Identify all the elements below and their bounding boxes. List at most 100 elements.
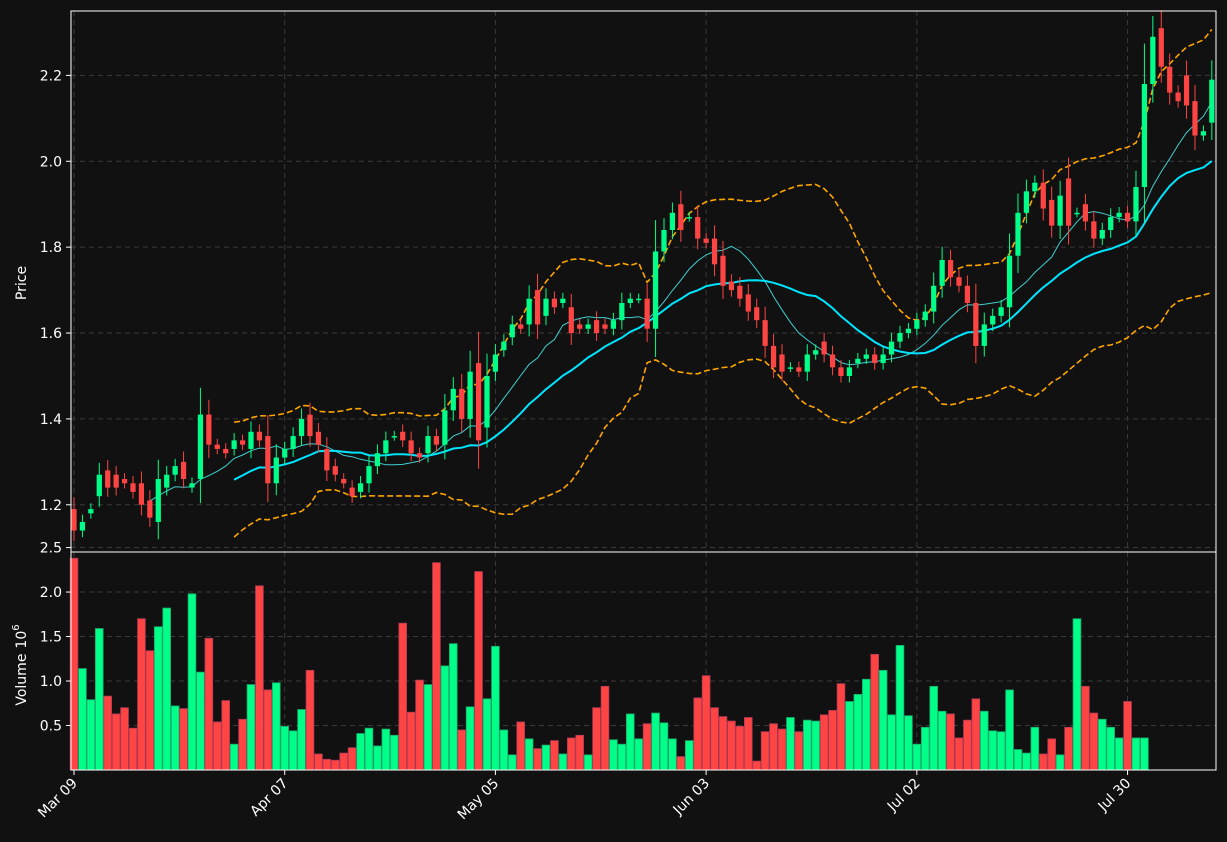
volume-bar: [988, 730, 997, 771]
candle: [577, 318, 583, 334]
candle-body: [813, 350, 819, 355]
volume-bar: [1140, 737, 1149, 771]
candle: [627, 292, 633, 309]
volume-bar: [162, 607, 171, 771]
candle-body: [450, 388, 456, 411]
candle-body: [619, 302, 625, 321]
volume-bar: [920, 726, 930, 771]
volume-bar: [86, 699, 96, 771]
candle-body: [669, 212, 676, 230]
candle-body: [172, 466, 178, 475]
candle: [1200, 125, 1207, 141]
volume-bar: [145, 650, 155, 771]
volume-bar: [946, 713, 955, 771]
candle-body: [96, 474, 102, 497]
volume-bar: [288, 730, 298, 771]
candle: [686, 211, 692, 222]
candle-body: [1049, 199, 1055, 226]
volume-bar: [811, 720, 820, 771]
candle: [1124, 205, 1131, 228]
candle: [138, 471, 145, 516]
candle-body: [829, 354, 836, 368]
candle-body: [1141, 83, 1148, 188]
volume-bar: [432, 562, 441, 771]
candle-body: [105, 470, 111, 488]
volume-bar: [735, 726, 745, 771]
candle-body: [400, 431, 406, 441]
volume-bar: [524, 738, 534, 771]
candle-body: [248, 431, 254, 449]
volume-bar: [1097, 718, 1107, 771]
candle-body: [703, 238, 709, 243]
candle-body: [728, 281, 735, 291]
candle: [88, 503, 94, 519]
candle: [315, 422, 322, 453]
candle-body: [307, 414, 313, 437]
candle: [973, 283, 979, 364]
candle-body: [568, 307, 574, 334]
volume-bar: [937, 710, 947, 771]
candle-body: [855, 358, 861, 364]
candle-body: [442, 410, 448, 445]
candle-body: [551, 298, 558, 308]
candle-body: [931, 285, 937, 312]
candle: [1141, 43, 1148, 224]
candle: [990, 308, 996, 332]
candle-body: [720, 255, 726, 286]
candle: [425, 425, 431, 463]
volume-bar: [558, 753, 568, 771]
volume-bar: [347, 747, 357, 771]
candle: [636, 293, 642, 304]
candle-body: [593, 320, 600, 334]
candle-body: [652, 251, 659, 329]
candle-body: [147, 500, 153, 518]
candle: [147, 490, 153, 527]
candle: [416, 447, 423, 463]
volume-bar: [499, 729, 509, 771]
candle-body: [518, 324, 524, 329]
candle: [678, 190, 684, 242]
candle: [939, 246, 945, 298]
candle: [602, 318, 608, 334]
candle: [1040, 169, 1046, 221]
candle: [1183, 60, 1190, 119]
volume-bar: [482, 698, 492, 771]
volume-bar: [592, 707, 601, 771]
candle-body: [383, 440, 389, 454]
candle: [282, 441, 288, 465]
volume-bar: [769, 723, 778, 771]
candle-body: [223, 448, 229, 454]
candle-body: [290, 436, 296, 449]
candle: [779, 344, 785, 381]
candle: [172, 458, 178, 482]
volume-bar: [861, 678, 871, 771]
volume-bar: [238, 718, 247, 771]
candle: [357, 476, 364, 499]
candle: [366, 455, 372, 493]
candle: [644, 283, 650, 343]
candle: [1167, 53, 1173, 105]
volume-bar: [1081, 685, 1090, 771]
volume-bar: [718, 716, 728, 771]
candle: [872, 347, 878, 370]
candle: [593, 311, 600, 341]
candle-body: [416, 453, 423, 458]
candle: [231, 433, 237, 456]
candle: [391, 430, 397, 441]
candle-body: [534, 290, 541, 325]
volume-bar: [600, 685, 610, 771]
candle-body: [1183, 75, 1190, 106]
candle: [96, 462, 102, 507]
candle-body: [130, 483, 136, 492]
volume-bar: [786, 717, 795, 771]
candle: [754, 298, 760, 329]
volume-bar: [221, 700, 230, 771]
volume-bar: [465, 706, 475, 771]
candle-body: [964, 285, 971, 303]
candle: [197, 387, 204, 504]
volume-tick-label: 2.0: [40, 585, 62, 601]
candle: [239, 434, 246, 450]
candle: [947, 249, 954, 287]
volume-bar: [508, 754, 517, 771]
candle: [189, 477, 195, 493]
